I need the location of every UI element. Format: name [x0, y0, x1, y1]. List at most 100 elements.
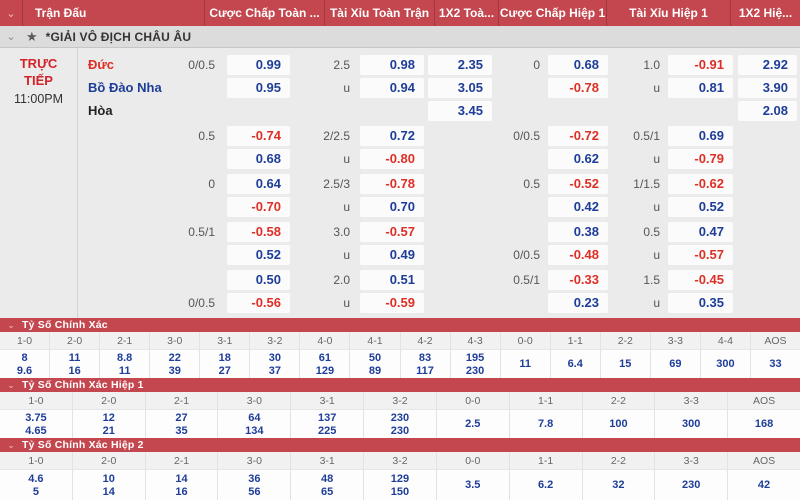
odds-value[interactable]: -0.78	[360, 173, 424, 194]
score-odd-value[interactable]: 4.65	[25, 424, 47, 437]
odds-value[interactable]: 0.23	[548, 292, 608, 313]
odds-value[interactable]: -0.58	[227, 221, 290, 242]
chevron-down-icon[interactable]: ⌄	[6, 31, 16, 43]
score-odd-value[interactable]: 230	[465, 364, 485, 377]
score-odd-value[interactable]: 27	[218, 364, 231, 377]
score-section-bar[interactable]: ⌄ Tỷ Số Chính Xác Hiệp 2	[0, 438, 800, 452]
score-odd-value[interactable]: 32	[612, 479, 625, 491]
score-odd-value[interactable]: 3.5	[465, 479, 481, 491]
odds-value[interactable]: 0.64	[227, 173, 290, 194]
score-odd-value[interactable]: 7.8	[537, 418, 554, 430]
odds-value[interactable]: 0.72	[360, 125, 424, 146]
odds-value[interactable]: 0.68	[548, 54, 608, 75]
favorite-star-icon[interactable]: ★	[26, 28, 38, 44]
odds-value[interactable]: 3.45	[428, 100, 492, 121]
market-header-col-5[interactable]: Tài Xỉu Hiệp 1	[606, 0, 730, 26]
odds-value[interactable]: 0.62	[548, 148, 608, 169]
odds-value[interactable]: 0.94	[360, 77, 424, 98]
collapse-all-control[interactable]: ⌄	[0, 0, 22, 26]
score-odd-value[interactable]: 3.75	[25, 411, 47, 424]
score-odd-value[interactable]: 16	[175, 485, 188, 498]
score-section-bar[interactable]: ⌄ Tỷ Số Chính Xác	[0, 318, 800, 332]
odds-value[interactable]: -0.48	[548, 244, 608, 265]
odds-value[interactable]: -0.70	[227, 196, 290, 217]
score-odd-value[interactable]: 16	[68, 364, 81, 377]
score-odd-value[interactable]: 89	[368, 364, 382, 377]
score-section-bar[interactable]: ⌄ Tỷ Số Chính Xác Hiệp 1	[0, 378, 800, 392]
score-odd-value[interactable]: 117	[416, 364, 434, 377]
score-odd-value[interactable]: 10	[102, 472, 115, 485]
score-odd-value[interactable]: 50	[368, 351, 382, 364]
odds-value[interactable]: 0.69	[668, 125, 733, 146]
market-header-col-4[interactable]: Cược Chấp Hiệp 1	[498, 0, 606, 26]
odds-value[interactable]: 0.52	[227, 244, 290, 265]
score-odd-value[interactable]: 4.6	[28, 472, 44, 485]
score-odd-value[interactable]: 137	[317, 411, 337, 424]
market-header-col-1[interactable]: Cược Chấp Toàn ...	[204, 0, 324, 26]
score-odd-value[interactable]: 168	[754, 418, 774, 430]
odds-value[interactable]: 0.70	[360, 196, 424, 217]
odds-value[interactable]: 0.49	[360, 244, 424, 265]
odds-value[interactable]: -0.52	[548, 173, 608, 194]
odds-value[interactable]: 0.99	[227, 54, 290, 75]
score-odd-value[interactable]: 300	[682, 418, 701, 430]
score-odd-value[interactable]: 129	[390, 472, 410, 485]
odds-value[interactable]: -0.57	[360, 221, 424, 242]
score-odd-value[interactable]: 6.2	[537, 479, 554, 491]
odds-value[interactable]: -0.91	[668, 54, 733, 75]
score-odd-value[interactable]: 14	[102, 485, 115, 498]
score-odd-value[interactable]: 230	[682, 479, 701, 491]
score-odd-value[interactable]: 11	[519, 358, 531, 370]
score-odd-value[interactable]: 5	[32, 485, 39, 498]
odds-value[interactable]: -0.79	[668, 148, 733, 169]
score-odd-value[interactable]: 134	[245, 424, 264, 437]
score-odd-value[interactable]: 225	[317, 424, 337, 437]
score-odd-value[interactable]: 35	[175, 424, 188, 437]
score-odd-value[interactable]: 11	[68, 351, 81, 364]
odds-value[interactable]: -0.56	[227, 292, 290, 313]
score-odd-value[interactable]: 27	[175, 411, 188, 424]
odds-value[interactable]: -0.78	[548, 77, 608, 98]
odds-value[interactable]: 0.95	[227, 77, 290, 98]
score-odd-value[interactable]: 300	[716, 358, 735, 370]
market-header-col-0[interactable]: Trận Đấu	[22, 0, 204, 26]
odds-value[interactable]: -0.59	[360, 292, 424, 313]
score-odd-value[interactable]: 14	[175, 472, 188, 485]
score-odd-value[interactable]: 61	[318, 351, 332, 364]
score-odd-value[interactable]: 33	[769, 358, 782, 370]
market-header-col-6[interactable]: 1X2 Hiệ...	[730, 0, 800, 26]
score-odd-value[interactable]: 21	[102, 424, 115, 437]
odds-value[interactable]: 0.81	[668, 77, 733, 98]
odds-value[interactable]: -0.80	[360, 148, 424, 169]
score-odd-value[interactable]: 150	[390, 485, 410, 498]
odds-value[interactable]: 0.35	[668, 292, 733, 313]
odds-value[interactable]: -0.57	[668, 244, 733, 265]
score-odd-value[interactable]: 11	[118, 364, 131, 377]
odds-value[interactable]: -0.72	[548, 125, 608, 146]
score-odd-value[interactable]: 42	[757, 479, 771, 491]
score-odd-value[interactable]: 36	[248, 472, 261, 485]
score-odd-value[interactable]: 2.5	[465, 418, 481, 430]
odds-value[interactable]: 3.90	[738, 77, 797, 98]
score-odd-value[interactable]: 37	[268, 364, 281, 377]
odds-value[interactable]: 0.51	[360, 269, 424, 290]
odds-value[interactable]: 0.38	[548, 221, 608, 242]
score-odd-value[interactable]: 12	[102, 411, 115, 424]
odds-value[interactable]: 0.68	[227, 148, 290, 169]
odds-value[interactable]: 0.98	[360, 54, 424, 75]
odds-value[interactable]: -0.33	[548, 269, 608, 290]
score-odd-value[interactable]: 65	[321, 485, 334, 498]
odds-value[interactable]: -0.74	[227, 125, 290, 146]
score-odd-value[interactable]: 83	[418, 351, 432, 364]
score-odd-value[interactable]: 195	[465, 351, 485, 364]
odds-value[interactable]: 0.42	[548, 196, 608, 217]
score-odd-value[interactable]: 230	[390, 411, 410, 424]
odds-value[interactable]: -0.45	[668, 269, 733, 290]
score-odd-value[interactable]: 69	[669, 358, 682, 370]
score-odd-value[interactable]: 48	[321, 472, 334, 485]
score-odd-value[interactable]: 30	[268, 351, 281, 364]
odds-value[interactable]: -0.62	[668, 173, 733, 194]
odds-value[interactable]: 3.05	[428, 77, 492, 98]
market-header-col-2[interactable]: Tài Xỉu Toàn Trận	[324, 0, 434, 26]
odds-value[interactable]: 0.50	[227, 269, 290, 290]
